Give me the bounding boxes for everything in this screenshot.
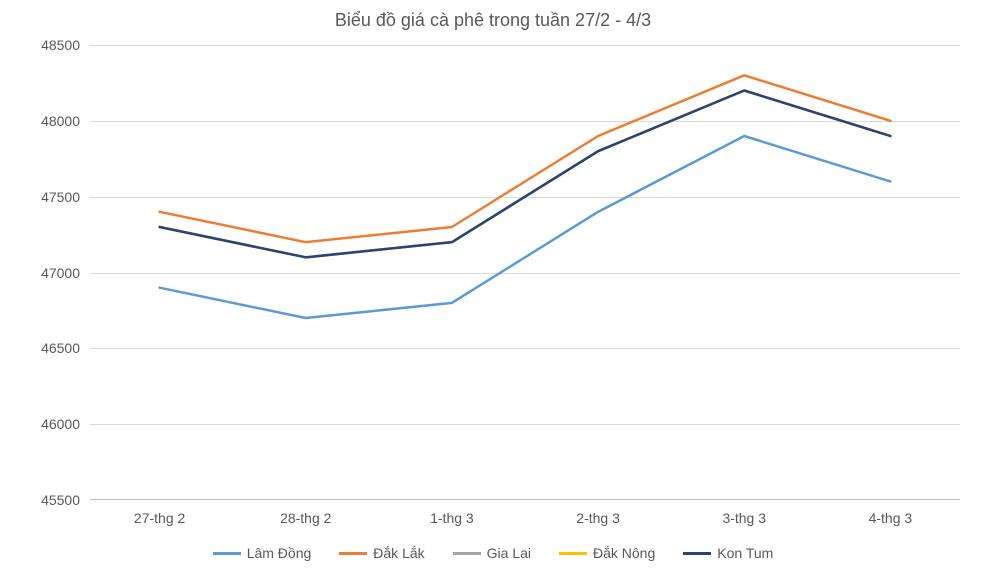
x-tick-label: 28-thg 2 <box>280 500 331 526</box>
legend-swatch <box>213 552 241 555</box>
legend-label: Kon Tum <box>717 545 773 561</box>
plot-area: 45500460004650047000475004800048500 27-t… <box>90 45 960 500</box>
x-tick-label: 27-thg 2 <box>134 500 185 526</box>
legend-item: Gia Lai <box>453 545 531 561</box>
legend: Lâm Đồng Đắk Lắk Gia Lai Đắk Nông Kon Tum <box>0 545 986 561</box>
legend-swatch <box>453 552 481 555</box>
legend-swatch <box>559 552 587 555</box>
x-tick-label: 3-thg 3 <box>722 500 766 526</box>
legend-item: Đắk Lắk <box>339 545 424 561</box>
legend-item: Kon Tum <box>683 545 773 561</box>
x-tick-label: 1-thg 3 <box>430 500 474 526</box>
coffee-price-chart: Biểu đồ giá cà phê trong tuần 27/2 - 4/3… <box>0 0 986 588</box>
x-tick-label: 2-thg 3 <box>576 500 620 526</box>
legend-label: Lâm Đồng <box>247 545 312 561</box>
series-line <box>160 91 891 258</box>
y-tick-label: 47000 <box>41 265 90 281</box>
series-line <box>160 91 891 258</box>
y-tick-label: 47500 <box>41 189 90 205</box>
line-series-layer <box>90 45 960 500</box>
legend-label: Gia Lai <box>487 545 531 561</box>
y-tick-label: 48500 <box>41 37 90 53</box>
legend-label: Đắk Nông <box>593 545 655 561</box>
chart-title: Biểu đồ giá cà phê trong tuần 27/2 - 4/3 <box>0 10 986 31</box>
y-tick-label: 46500 <box>41 340 90 356</box>
legend-item: Đắk Nông <box>559 545 655 561</box>
y-tick-label: 45500 <box>41 492 90 508</box>
legend-item: Lâm Đồng <box>213 545 312 561</box>
legend-swatch <box>683 552 711 555</box>
series-line <box>160 91 891 258</box>
legend-swatch <box>339 552 367 555</box>
y-tick-label: 48000 <box>41 113 90 129</box>
legend-label: Đắk Lắk <box>373 545 424 561</box>
x-tick-label: 4-thg 3 <box>869 500 913 526</box>
series-line <box>160 136 891 318</box>
y-tick-label: 46000 <box>41 416 90 432</box>
series-line <box>160 75 891 242</box>
